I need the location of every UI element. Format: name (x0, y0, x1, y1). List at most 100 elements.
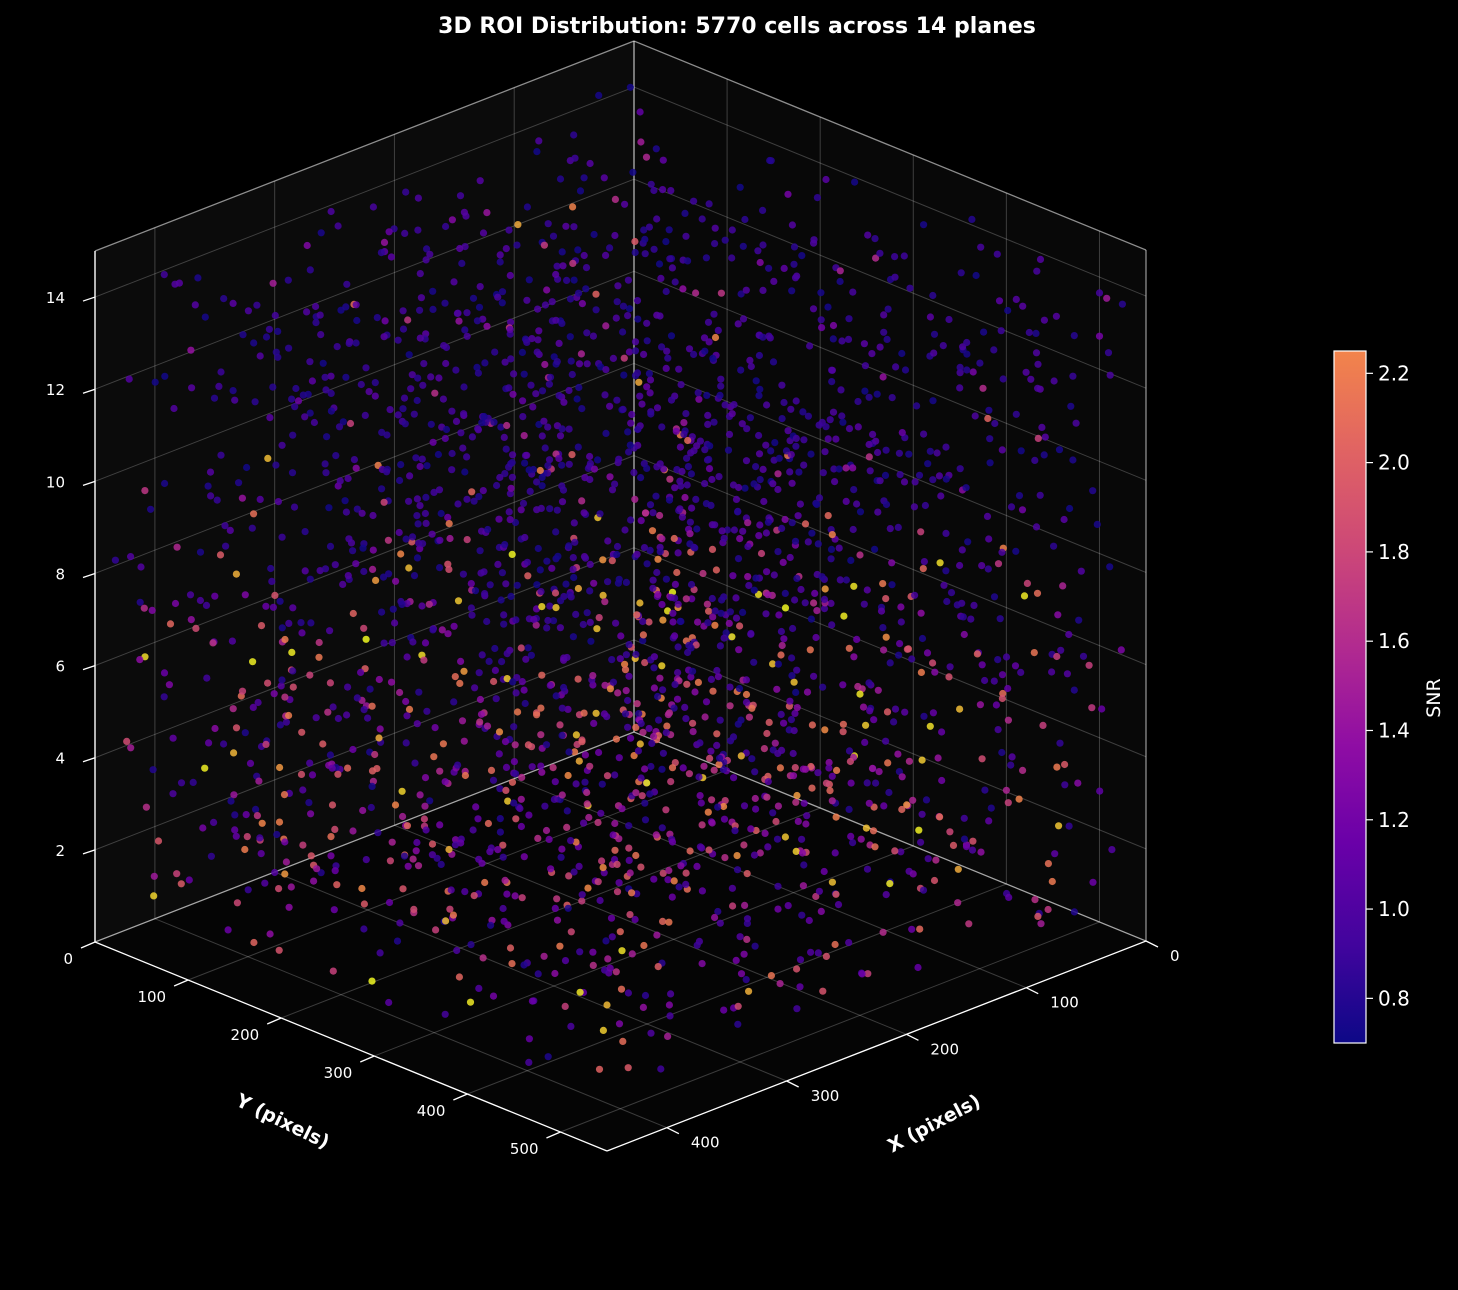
data-point (507, 355, 515, 363)
data-point (207, 852, 215, 860)
data-point (609, 678, 618, 686)
data-point (788, 287, 796, 295)
data-point (788, 672, 796, 680)
data-point (508, 960, 516, 968)
data-point (341, 497, 349, 505)
data-point (575, 757, 583, 765)
data-point (687, 470, 696, 478)
data-point (253, 301, 261, 309)
data-point (655, 716, 663, 724)
grid-line-y-floor (374, 845, 914, 1057)
data-point (743, 870, 751, 878)
data-point (378, 608, 386, 616)
data-point (565, 542, 573, 550)
data-point (694, 618, 702, 626)
data-point (602, 937, 610, 945)
data-point (543, 624, 551, 632)
data-point (1033, 589, 1042, 597)
data-point (201, 764, 209, 772)
data-point (1098, 705, 1106, 713)
data-point (1106, 371, 1114, 379)
data-point (310, 418, 318, 427)
data-point (736, 535, 744, 543)
data-point (654, 692, 662, 701)
data-point (578, 891, 586, 899)
data-point (570, 868, 578, 876)
data-point (429, 305, 437, 313)
data-point (601, 391, 609, 399)
data-point (1032, 523, 1041, 531)
data-point (463, 453, 471, 461)
data-point (536, 566, 544, 574)
data-point (1032, 329, 1040, 337)
data-point (501, 541, 509, 549)
data-point (1070, 908, 1078, 916)
data-point (710, 310, 718, 318)
data-point (891, 705, 900, 713)
data-point (771, 739, 779, 747)
axes (80, 251, 1159, 1152)
data-point (439, 395, 447, 403)
data-point (653, 568, 661, 577)
data-point (330, 906, 338, 914)
data-point (798, 849, 807, 857)
data-point (958, 546, 966, 554)
data-point (1074, 779, 1082, 787)
data-point (891, 253, 899, 261)
data-point (884, 759, 892, 767)
data-point (631, 248, 639, 257)
data-point (698, 960, 706, 968)
data-point (929, 709, 938, 717)
data-point (797, 585, 805, 594)
data-point (581, 778, 589, 786)
data-point (689, 719, 697, 727)
data-point (742, 698, 751, 706)
data-point (1069, 372, 1077, 380)
data-point (511, 892, 519, 900)
data-point (626, 911, 634, 919)
data-point (289, 667, 297, 675)
data-point (483, 322, 491, 330)
data-point (698, 215, 706, 223)
data-point (790, 260, 798, 268)
data-point (650, 653, 659, 661)
data-point (512, 616, 520, 624)
data-point (600, 174, 608, 182)
data-point (617, 985, 626, 993)
data-point (967, 615, 975, 623)
data-point (920, 712, 928, 720)
data-point (898, 429, 906, 437)
data-point (231, 811, 239, 819)
data-point (801, 520, 810, 528)
data-point (705, 607, 713, 615)
data-point (621, 710, 630, 718)
data-point (436, 536, 444, 544)
data-point (641, 765, 649, 773)
data-point (854, 423, 862, 431)
data-point (728, 254, 736, 262)
data-point (879, 373, 887, 381)
grid-line-y-floor (560, 921, 1100, 1133)
data-point (502, 786, 510, 795)
data-point (796, 983, 804, 991)
data-point (786, 553, 794, 562)
data-point (492, 695, 500, 703)
grid-line-y-floor (467, 883, 1007, 1095)
data-point (334, 770, 342, 778)
data-point (699, 569, 707, 578)
data-point (913, 402, 921, 410)
data-point (459, 570, 467, 578)
data-point (745, 987, 753, 995)
data-point (764, 518, 773, 526)
data-point (233, 899, 241, 907)
data-point (1020, 592, 1029, 600)
data-point (746, 356, 754, 364)
data-point (647, 762, 655, 771)
data-point (257, 850, 265, 858)
data-point (718, 596, 726, 604)
data-point (687, 449, 695, 457)
data-point (345, 339, 353, 347)
z-tick-label: 10 (46, 473, 65, 491)
data-point (592, 290, 600, 298)
data-point (980, 328, 988, 336)
